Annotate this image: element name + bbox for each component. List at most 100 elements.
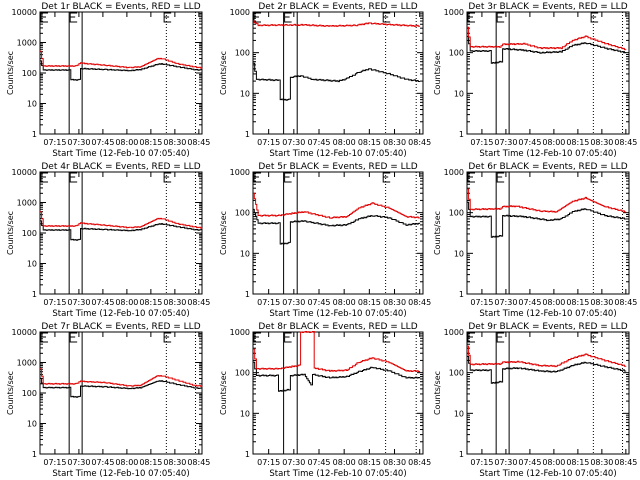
x-tick-label: 08:00 [542,298,565,307]
x-tick-label: 07:45 [518,458,541,467]
x-tick-label: 07:45 [307,298,330,307]
y-tick-label: 10 [240,249,250,258]
panel-7: Det 7r BLACK = Events, RED = LLD 1 10 100 10… [6,322,210,479]
x-tick-label: 07:15 [470,138,493,147]
y-tick-label: 10000 [12,8,37,17]
bracket-marker-E [382,12,391,23]
series-events [40,220,203,241]
x-tick-label: 07:30 [282,138,305,147]
y-tick-label: 100 [235,369,250,378]
y-tick-label: 100 [22,229,37,238]
y-axis-label: Counts/sec [6,371,15,415]
panel-title: Det 3r BLACK = Events, RED = LLD [468,2,627,12]
y-tick-label: 100 [22,389,37,398]
bracket-marker-E [163,12,172,23]
y-tick-label: 1 [245,290,250,299]
y-axis-label: Counts/sec [6,51,15,95]
x-tick-label: 08:45 [408,458,431,467]
panel-title: Det 5r BLACK = Events, RED = LLD [258,162,417,172]
panel-4: Det 4r BLACK = Events, RED = LLD 1 10 100 10… [6,162,210,319]
x-axis-label: Start Time (12-Feb-10 07:05:40) [479,309,616,319]
series-lld [467,26,627,51]
plot-frame [252,11,424,135]
x-tick-label: 08:45 [614,138,637,147]
panel-1: Det 1r BLACK = Events, RED = LLD 1 10 100 10… [6,2,210,159]
y-tick-label: 1 [32,450,37,459]
series-events [253,62,421,101]
x-tick-label: 08:15 [358,138,381,147]
bracket-marker-F [69,332,78,343]
x-tick-label: 08:30 [383,458,406,467]
x-tick-label: 07:15 [257,138,280,147]
series-events [467,356,627,384]
y-tick-label: 1 [245,450,250,459]
x-tick-label: 07:45 [307,138,330,147]
y-axis-label: Counts/sec [219,51,228,95]
x-tick-label: 07:45 [91,458,114,467]
x-tick-label: 07:45 [518,138,541,147]
x-tick-label: 08:00 [542,458,565,467]
bracket-marker-F [496,172,505,183]
x-tick-label: 08:00 [333,138,356,147]
series-events [40,60,203,81]
series-lld [253,20,421,27]
x-tick-label: 07:15 [257,458,280,467]
series-lld [253,331,421,372]
series-lld [40,211,203,229]
x-tick-label: 08:15 [566,298,589,307]
y-tick-label: 100 [449,49,464,58]
bracket-marker-E [590,12,599,23]
bracket-marker-F [284,12,292,23]
x-tick-label: 08:00 [333,298,356,307]
bracket-marker-F [496,12,505,23]
series-events [40,377,203,398]
panel-6: Det 6r BLACK = Events, RED = LLD 1 10 100 10… [433,162,637,319]
x-tick-label: 08:45 [187,298,210,307]
panel-title: Det 2r BLACK = Events, RED = LLD [258,2,417,12]
bracket-marker-E [253,12,261,23]
bracket-marker-F [496,332,505,343]
bracket-marker-E [467,12,475,23]
plot-frame [466,11,630,135]
x-tick-label: 08:30 [590,458,613,467]
panel-title: Det 1r BLACK = Events, RED = LLD [41,2,200,12]
y-axis-label: Counts/sec [433,211,442,255]
x-tick-label: 08:30 [383,138,406,147]
x-tick-label: 08:00 [115,458,138,467]
x-tick-label: 08:45 [187,458,210,467]
x-tick-label: 08:30 [163,298,186,307]
x-axis-label: Start Time (12-Feb-10 07:05:40) [479,149,616,159]
y-axis-label: Counts/sec [6,211,15,255]
x-tick-label: 07:30 [67,138,90,147]
y-tick-label: 100 [449,209,464,218]
y-tick-label: 1000 [17,199,37,208]
x-axis-label: Start Time (12-Feb-10 07:05:40) [52,309,189,319]
x-tick-label: 08:15 [358,298,381,307]
series-events [253,361,421,392]
y-tick-label: 10000 [12,168,37,177]
bracket-marker-E [382,332,391,343]
x-tick-label: 07:15 [470,458,493,467]
x-tick-label: 07:30 [494,138,517,147]
panel-3: Det 3r BLACK = Events, RED = LLD 1 10 100 10… [433,2,637,159]
x-tick-label: 07:30 [282,298,305,307]
bracket-marker-F [69,172,78,183]
series-lld [40,50,203,69]
x-tick-label: 07:45 [91,298,114,307]
y-tick-label: 10 [27,420,37,429]
x-tick-label: 08:00 [115,138,138,147]
y-tick-label: 1 [245,130,250,139]
x-tick-label: 08:15 [566,138,589,147]
y-tick-label: 10 [454,89,464,98]
x-tick-label: 07:15 [43,138,66,147]
y-tick-label: 10 [454,249,464,258]
bracket-marker-E [590,332,599,343]
bracket-marker-E [467,172,475,183]
x-tick-label: 08:30 [590,138,613,147]
x-tick-label: 08:45 [408,298,431,307]
bracket-marker-F [69,12,78,23]
x-tick-label: 07:45 [307,458,330,467]
y-axis-label: Counts/sec [219,211,228,255]
bracket-marker-E [253,172,261,183]
